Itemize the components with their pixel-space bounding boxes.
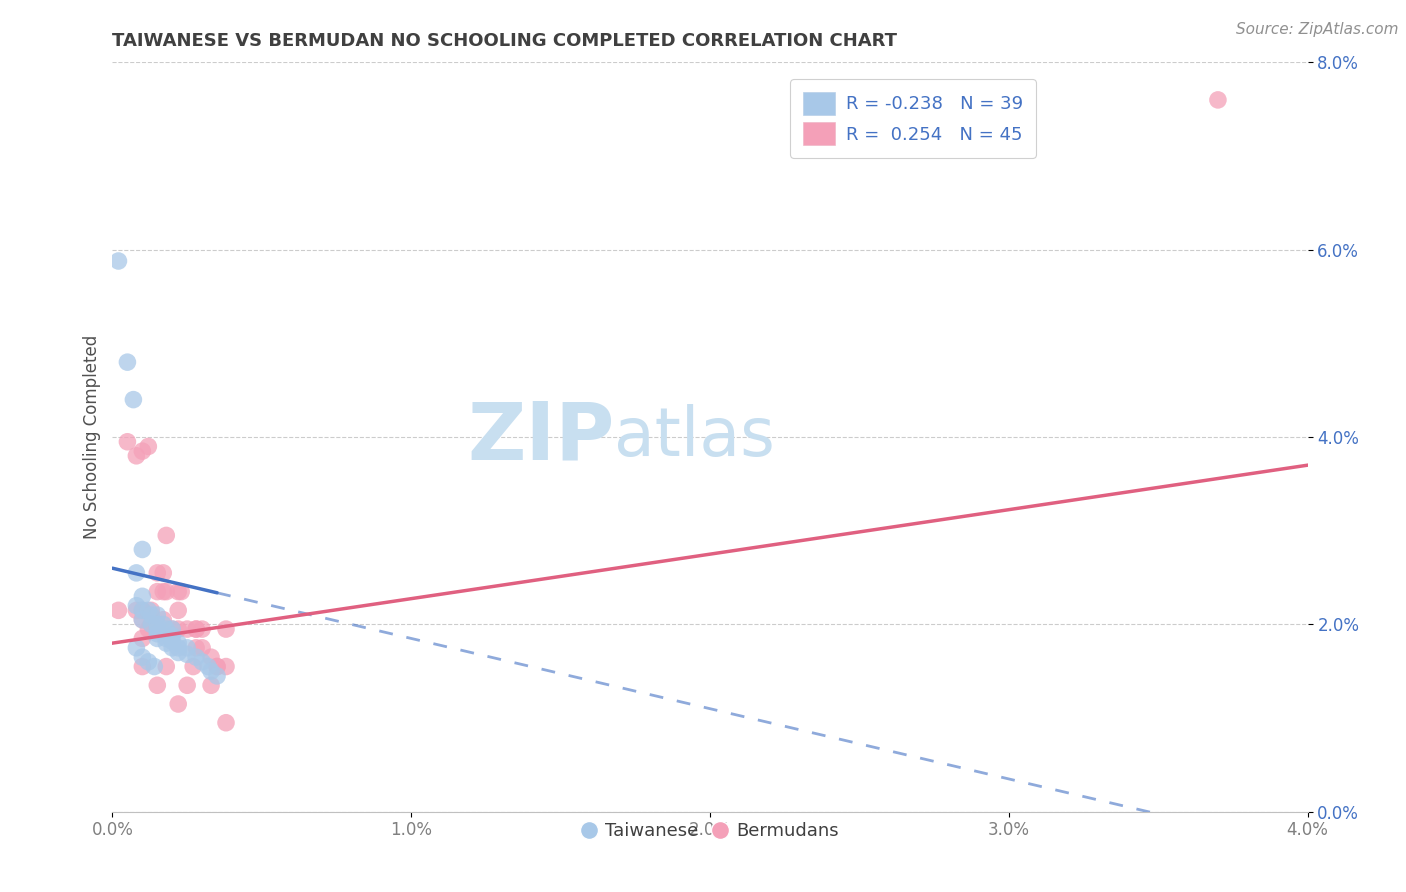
Point bbox=[146, 622, 169, 636]
Point bbox=[138, 622, 160, 636]
Point bbox=[176, 622, 198, 636]
Point bbox=[107, 603, 129, 617]
Point bbox=[155, 584, 177, 599]
Point bbox=[167, 697, 190, 711]
Point bbox=[167, 622, 190, 636]
Point bbox=[122, 392, 145, 407]
Point bbox=[146, 566, 169, 580]
Point bbox=[131, 542, 153, 557]
Point bbox=[162, 622, 183, 636]
Point bbox=[125, 566, 148, 580]
Point bbox=[176, 648, 198, 662]
Text: atlas: atlas bbox=[614, 404, 775, 470]
Point bbox=[170, 584, 193, 599]
Point bbox=[1206, 93, 1229, 107]
Point bbox=[155, 528, 177, 542]
Point bbox=[138, 440, 160, 453]
Point bbox=[162, 634, 183, 648]
Point bbox=[146, 617, 169, 632]
Point bbox=[141, 617, 163, 632]
Point bbox=[125, 599, 148, 613]
Point bbox=[162, 622, 183, 636]
Point bbox=[191, 622, 214, 636]
Point bbox=[152, 584, 174, 599]
Text: ZIP: ZIP bbox=[467, 398, 614, 476]
Point bbox=[152, 617, 174, 632]
Point bbox=[215, 659, 238, 673]
Point bbox=[141, 608, 163, 623]
Y-axis label: No Schooling Completed: No Schooling Completed bbox=[83, 335, 101, 539]
Point bbox=[186, 622, 208, 636]
Point bbox=[131, 444, 153, 458]
Point bbox=[162, 640, 183, 655]
Point bbox=[167, 646, 190, 660]
Point bbox=[152, 566, 174, 580]
Point bbox=[155, 632, 177, 646]
Point bbox=[191, 640, 214, 655]
Point bbox=[146, 608, 169, 623]
Point bbox=[146, 626, 169, 640]
Point bbox=[146, 584, 169, 599]
Point bbox=[141, 603, 163, 617]
Point bbox=[146, 622, 169, 636]
Point bbox=[131, 590, 153, 604]
Point bbox=[117, 434, 139, 449]
Point bbox=[200, 664, 222, 679]
Point bbox=[181, 659, 204, 673]
Point bbox=[131, 603, 153, 617]
Point bbox=[176, 678, 198, 692]
Point bbox=[117, 355, 139, 369]
Point bbox=[143, 659, 166, 673]
Point bbox=[205, 669, 228, 683]
Point bbox=[131, 632, 153, 646]
Point bbox=[167, 636, 190, 650]
Legend: Taiwanese, Bermudans: Taiwanese, Bermudans bbox=[574, 815, 846, 847]
Point bbox=[205, 659, 228, 673]
Point bbox=[167, 640, 190, 655]
Point bbox=[146, 632, 169, 646]
Point bbox=[125, 640, 148, 655]
Point bbox=[155, 659, 177, 673]
Point bbox=[215, 715, 238, 730]
Point bbox=[186, 622, 208, 636]
Point bbox=[215, 622, 238, 636]
Point bbox=[131, 613, 153, 627]
Point bbox=[125, 449, 148, 463]
Point bbox=[162, 629, 183, 643]
Point bbox=[152, 613, 174, 627]
Point bbox=[131, 659, 153, 673]
Point bbox=[186, 640, 208, 655]
Point bbox=[131, 650, 153, 665]
Point bbox=[141, 617, 163, 632]
Point bbox=[200, 678, 222, 692]
Point bbox=[186, 650, 208, 665]
Point bbox=[155, 636, 177, 650]
Text: Source: ZipAtlas.com: Source: ZipAtlas.com bbox=[1236, 22, 1399, 37]
Point bbox=[146, 678, 169, 692]
Point bbox=[138, 655, 160, 669]
Point bbox=[131, 613, 153, 627]
Point bbox=[107, 254, 129, 268]
Point bbox=[155, 622, 177, 636]
Point bbox=[200, 650, 222, 665]
Point bbox=[167, 603, 190, 617]
Point bbox=[191, 655, 214, 669]
Point bbox=[176, 640, 198, 655]
Point bbox=[131, 603, 153, 617]
Text: TAIWANESE VS BERMUDAN NO SCHOOLING COMPLETED CORRELATION CHART: TAIWANESE VS BERMUDAN NO SCHOOLING COMPL… bbox=[112, 32, 897, 50]
Point bbox=[167, 584, 190, 599]
Point bbox=[138, 603, 160, 617]
Point bbox=[125, 603, 148, 617]
Point bbox=[205, 659, 228, 673]
Point bbox=[197, 659, 219, 673]
